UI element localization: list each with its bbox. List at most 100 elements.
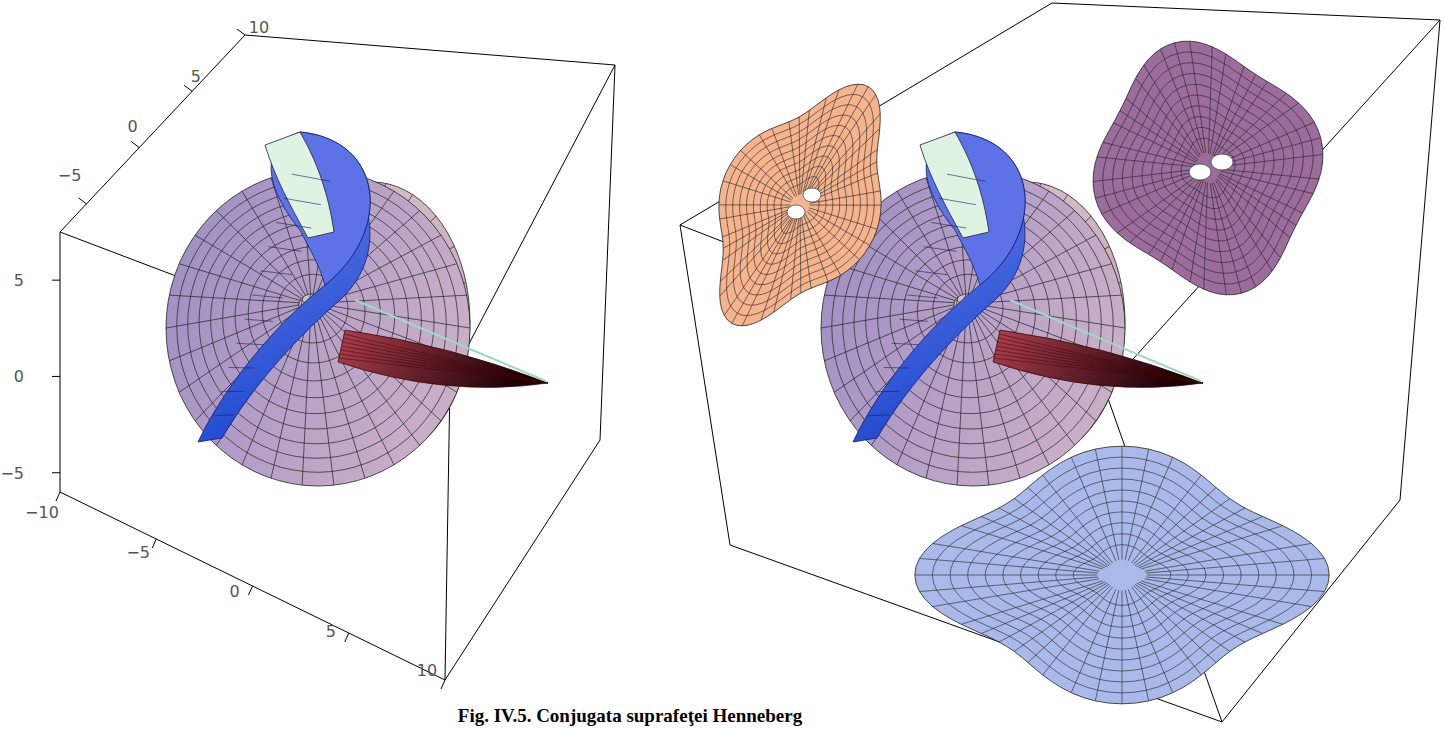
bounding-box xyxy=(680,3,1440,722)
mesh-line xyxy=(789,122,799,195)
surface-band-light xyxy=(265,132,334,238)
tick-mark xyxy=(345,633,349,642)
mesh-line xyxy=(1145,543,1312,571)
mesh-line xyxy=(1174,43,1204,153)
mesh-line xyxy=(325,305,470,328)
mesh-line xyxy=(900,319,928,321)
mesh-line xyxy=(774,218,797,312)
mesh-line xyxy=(1149,178,1201,254)
mesh-line xyxy=(1147,575,1329,576)
mesh-line xyxy=(720,214,790,281)
box-edge xyxy=(245,35,615,65)
mesh-line xyxy=(1161,49,1203,154)
mesh-line xyxy=(1128,457,1173,561)
mesh-line xyxy=(1125,449,1148,560)
mesh-line xyxy=(723,210,791,248)
mesh-line xyxy=(1097,157,1195,167)
mesh-line xyxy=(809,208,877,229)
mesh-line xyxy=(1028,487,1111,564)
projection-hole xyxy=(787,205,805,219)
mesh-line xyxy=(1117,176,1197,233)
box-edge xyxy=(445,380,450,680)
projection-shape xyxy=(719,84,881,326)
mesh-line xyxy=(980,295,1122,303)
tick-label: −5 xyxy=(58,166,82,185)
mesh-line xyxy=(1181,138,1235,198)
mesh-line xyxy=(803,214,828,281)
mesh-line xyxy=(1126,98,1198,159)
mesh-line xyxy=(968,316,989,485)
mesh-line xyxy=(961,581,1102,624)
mesh-line xyxy=(1113,123,1196,163)
tick-mark xyxy=(152,539,156,548)
mesh-line xyxy=(1135,499,1230,566)
mesh-line xyxy=(998,338,1203,383)
mesh-line xyxy=(237,343,264,344)
mesh-line xyxy=(800,216,802,294)
mesh-line xyxy=(803,98,826,192)
mesh-line xyxy=(1132,587,1202,675)
projection-xz xyxy=(1093,41,1323,295)
projection-yz xyxy=(719,84,881,326)
surface-edge xyxy=(355,300,546,381)
mesh-line xyxy=(997,342,1203,383)
mesh-line xyxy=(939,198,976,204)
mesh-line xyxy=(342,346,549,383)
mesh-line xyxy=(722,209,790,237)
surface-band-light xyxy=(920,132,989,238)
projection-hole xyxy=(803,188,821,202)
tick-label: 0 xyxy=(14,367,24,386)
mesh-line xyxy=(1221,122,1315,162)
mesh-line xyxy=(229,367,254,369)
mesh-line xyxy=(1146,577,1324,592)
mesh-line xyxy=(343,338,548,383)
mesh-line xyxy=(342,342,548,383)
mesh-line xyxy=(341,350,548,383)
mesh-line xyxy=(915,575,1097,576)
mesh-line xyxy=(1043,587,1113,675)
projection-shape xyxy=(915,446,1329,704)
mesh-line xyxy=(1133,586,1216,663)
mesh-line xyxy=(1136,78,1200,157)
mesh-line xyxy=(1095,449,1118,560)
mesh-line xyxy=(284,198,321,204)
mesh-line xyxy=(884,367,909,369)
mesh-line xyxy=(1214,74,1256,156)
tick-mark xyxy=(441,680,445,689)
mesh-line xyxy=(1218,176,1290,237)
mesh-line xyxy=(997,346,1204,383)
mesh-line xyxy=(1210,183,1226,295)
mesh-line xyxy=(1190,41,1206,153)
mesh-line xyxy=(1219,173,1302,213)
mesh-line xyxy=(1172,180,1204,269)
mesh-line xyxy=(302,316,311,485)
tick-label: −5 xyxy=(0,464,24,483)
mesh-line xyxy=(1144,65,1201,156)
mesh-line xyxy=(1219,175,1297,225)
tick-label: 10 xyxy=(249,18,269,37)
mesh-line xyxy=(1222,155,1323,167)
mesh-line xyxy=(923,247,956,252)
box-edge xyxy=(1400,20,1440,500)
mesh-line xyxy=(1125,590,1148,701)
mesh-line xyxy=(339,358,548,383)
box-edge xyxy=(60,492,445,680)
mesh-line xyxy=(1162,117,1255,220)
mesh-line xyxy=(260,271,292,275)
tick-mark xyxy=(52,280,60,281)
mesh-line xyxy=(1204,183,1208,290)
tick-label: 10 xyxy=(417,661,437,680)
mesh-line xyxy=(1141,581,1282,624)
tick-label: 5 xyxy=(14,271,24,290)
mesh-line xyxy=(253,295,283,298)
mesh-line xyxy=(1137,508,1245,567)
mesh-line xyxy=(1122,446,1123,559)
mesh-line xyxy=(824,295,954,303)
mesh-line xyxy=(801,215,811,288)
mesh-line xyxy=(1071,589,1116,693)
tick-mark xyxy=(249,586,253,595)
mesh-line xyxy=(245,319,273,321)
mesh-line xyxy=(999,583,1107,642)
mesh-line xyxy=(810,205,881,206)
tick-label: 5 xyxy=(191,67,201,86)
